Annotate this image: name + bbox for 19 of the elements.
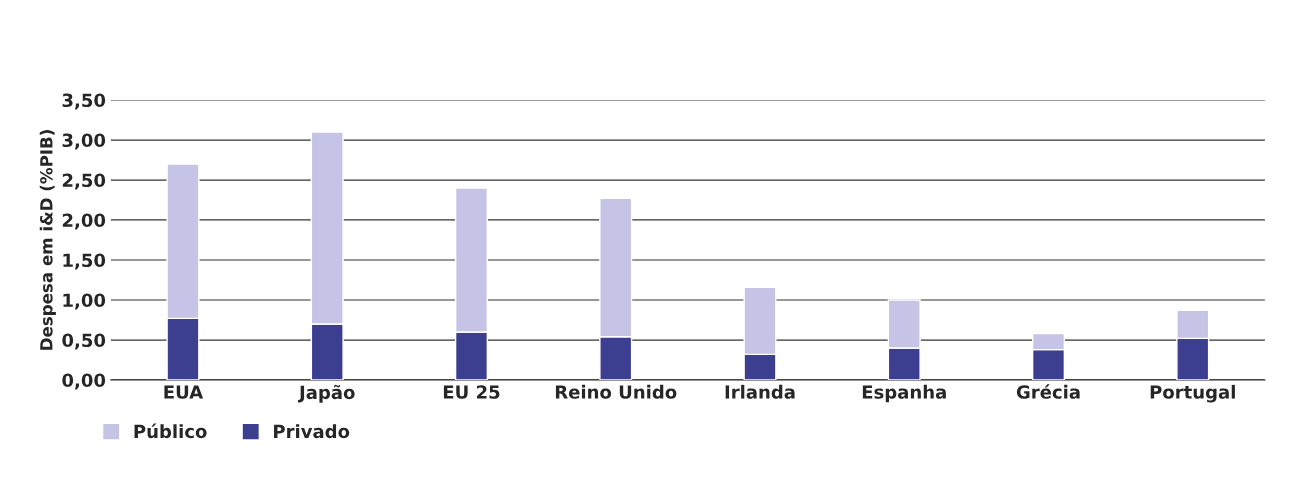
legend-label: Privado (274, 424, 350, 439)
x-tick-label: Reino Unido (555, 384, 677, 399)
y-tick-label: 0,00 (62, 373, 106, 390)
x-tick-label: Grécia (1016, 384, 1080, 399)
legend-label: Público (134, 423, 207, 439)
x-tick-label: Portugal (1150, 384, 1235, 403)
y-tick-label: 3,50 (62, 93, 106, 110)
y-tick-label: 3,00 (62, 133, 106, 150)
x-tick-label: EU 25 (443, 385, 500, 399)
x-tick-label: EUA (164, 385, 204, 399)
x-tick-label: Japão (298, 384, 355, 403)
y-tick-label: 1,00 (63, 293, 106, 310)
x-tick-label: Irlanda (725, 384, 795, 399)
y-tick-label: 2,50 (62, 173, 106, 190)
y-tick-label: 1,50 (63, 253, 106, 270)
y-tick-label: 0,50 (62, 333, 106, 350)
y-tick-label: 2,00 (62, 213, 106, 230)
y-axis-title: Despesa em i&D (%PIB) (39, 130, 56, 350)
x-tick-label: Espanha (862, 384, 946, 403)
